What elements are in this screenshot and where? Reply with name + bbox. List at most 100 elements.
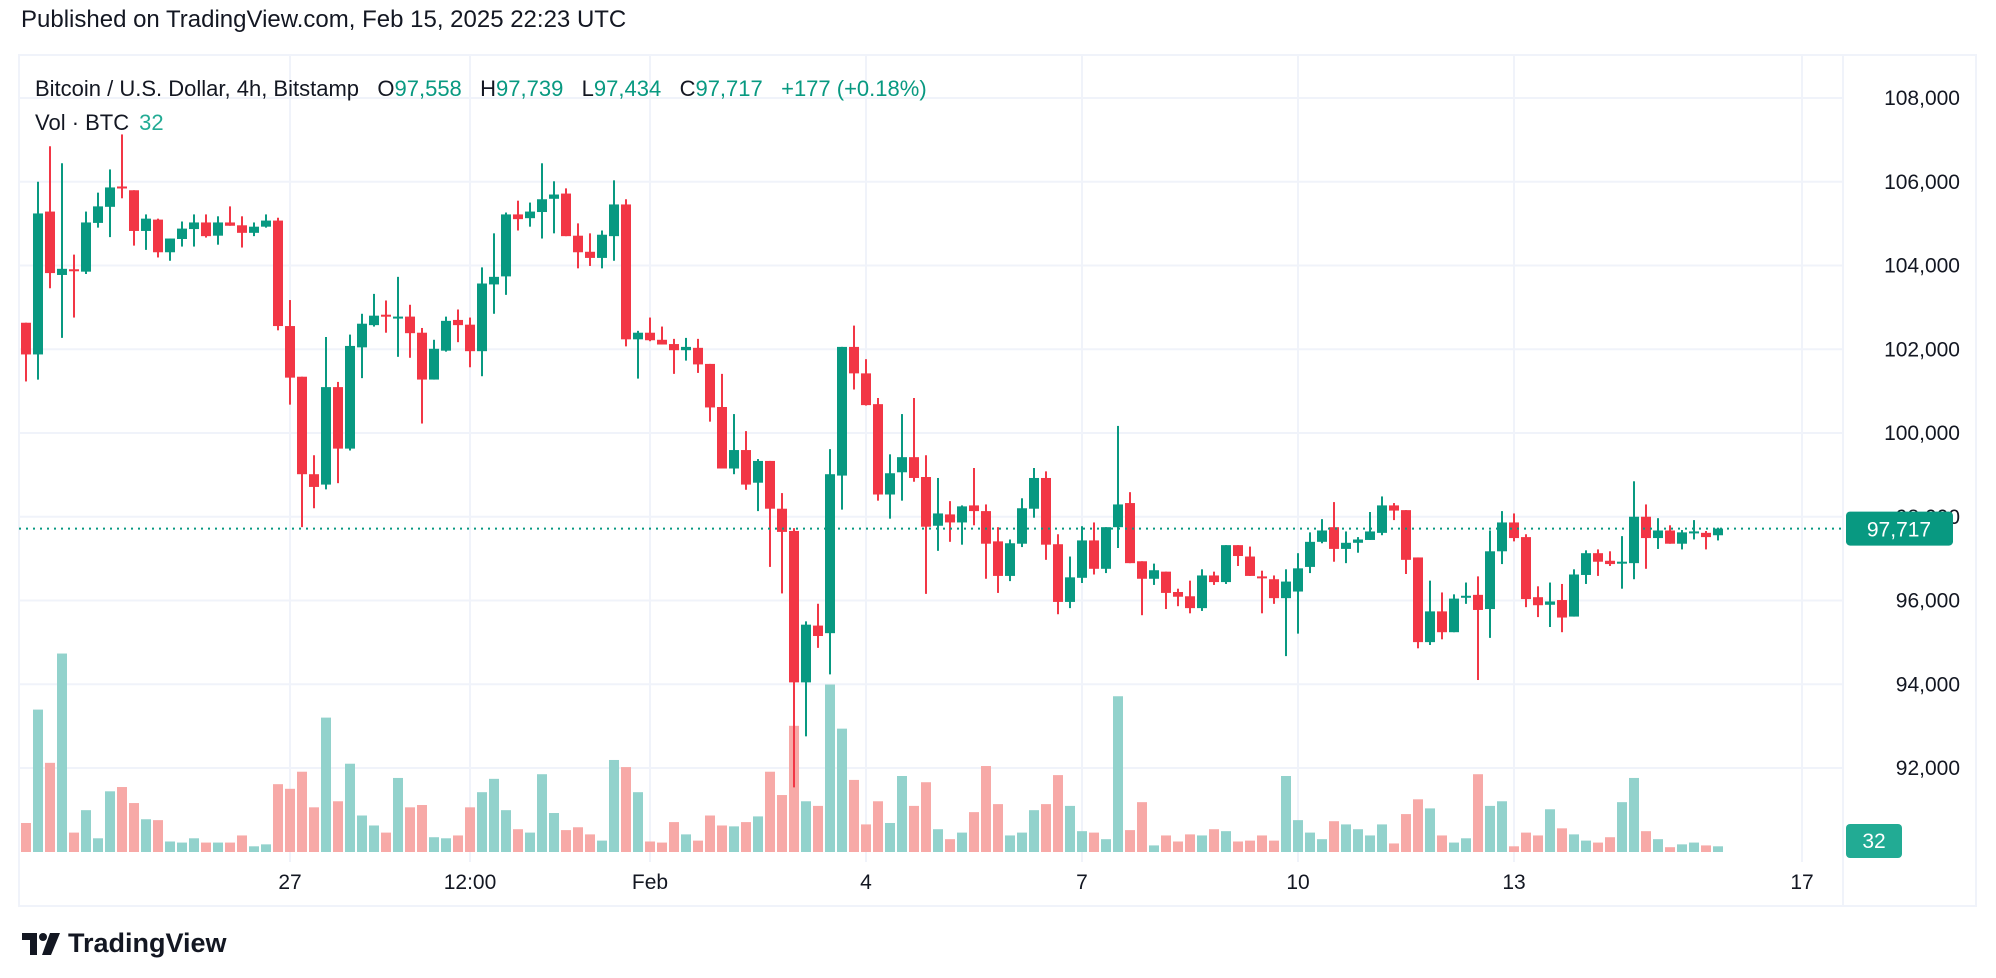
candle xyxy=(537,163,547,239)
low-label: L xyxy=(581,76,594,101)
candle-body xyxy=(885,473,895,495)
candle xyxy=(237,216,247,248)
volume-bar xyxy=(213,842,223,852)
candle xyxy=(33,181,43,380)
volume-bar xyxy=(585,834,595,852)
volume-bar xyxy=(417,805,427,852)
candle-body xyxy=(741,450,751,485)
candle-body xyxy=(1617,561,1627,564)
candle xyxy=(825,449,835,675)
candle-body xyxy=(1353,539,1363,543)
candle-body xyxy=(489,276,499,285)
candle-body xyxy=(585,251,595,258)
tradingview-logo[interactable]: TradingView xyxy=(22,928,227,959)
volume-bar xyxy=(237,835,247,852)
candle xyxy=(153,218,163,258)
candle-body xyxy=(1005,543,1015,576)
volume-bar xyxy=(1341,824,1351,852)
candle xyxy=(465,317,475,368)
volume-bar xyxy=(1533,835,1543,852)
candle-body xyxy=(729,450,739,469)
candle xyxy=(333,381,343,484)
volume-bars xyxy=(21,653,1723,852)
volume-bar xyxy=(1233,841,1243,852)
time-axis: 27 12:00 Feb 4 7 10 13 17 xyxy=(278,871,1813,894)
candle-body xyxy=(837,346,847,476)
volume-bar xyxy=(297,771,307,852)
candle-body xyxy=(237,225,247,233)
candle-body xyxy=(1137,561,1147,579)
volume-bar xyxy=(429,837,439,852)
volume-bar xyxy=(165,841,175,852)
volume-bar xyxy=(33,709,43,852)
candle-body xyxy=(537,199,547,213)
candle xyxy=(609,180,619,261)
candle xyxy=(957,505,967,545)
candle xyxy=(861,359,871,406)
candle-body xyxy=(1593,553,1603,562)
volume-bar xyxy=(909,805,919,852)
candle-body xyxy=(1257,576,1267,579)
candle xyxy=(1089,522,1099,575)
volume-value: 32 xyxy=(139,110,164,135)
candle-body xyxy=(429,348,439,380)
candle-body xyxy=(1329,527,1339,549)
candle xyxy=(777,493,787,594)
candle xyxy=(345,334,355,451)
candle-body xyxy=(225,222,235,226)
volume-bar xyxy=(141,819,151,852)
candle-body xyxy=(285,326,295,378)
volume-bar xyxy=(1605,837,1615,852)
volume-bar xyxy=(1005,835,1015,852)
candle-body xyxy=(1653,530,1663,539)
candle-body xyxy=(501,214,511,277)
volume-bar xyxy=(741,822,751,852)
candle xyxy=(1413,557,1423,649)
volume-bar xyxy=(345,763,355,852)
candle xyxy=(1209,571,1219,585)
candle xyxy=(261,214,271,228)
candle xyxy=(141,214,151,250)
volume-bar xyxy=(897,775,907,852)
candle-body xyxy=(813,625,823,637)
candle-body xyxy=(81,222,91,272)
candle-body xyxy=(45,211,55,274)
candle xyxy=(1173,588,1183,607)
candle xyxy=(621,199,631,347)
candle-body xyxy=(753,460,763,483)
volume-bar xyxy=(573,827,583,852)
volume-bar xyxy=(489,778,499,852)
candle-body xyxy=(597,234,607,258)
candle-body xyxy=(1557,600,1567,618)
candle-body xyxy=(1365,531,1375,540)
candle xyxy=(1305,532,1315,574)
candle-body xyxy=(357,323,367,348)
volume-bar xyxy=(45,762,55,852)
volume-bar xyxy=(885,822,895,852)
candle xyxy=(705,363,715,422)
volume-bar xyxy=(1197,835,1207,852)
chart-frame xyxy=(18,54,1977,907)
volume-bar xyxy=(1137,802,1147,852)
volume-bar xyxy=(1425,808,1435,852)
candle xyxy=(585,233,595,266)
volume-bar xyxy=(405,807,415,852)
volume-bar xyxy=(597,840,607,852)
candle-body xyxy=(1317,530,1327,542)
last-price-label: 97,717 xyxy=(1867,519,1931,542)
volume-bar xyxy=(501,810,511,852)
candle xyxy=(489,233,499,314)
candle-body xyxy=(633,332,643,340)
volume-bar xyxy=(621,767,631,852)
candle-body xyxy=(33,213,43,355)
volume-bar xyxy=(57,653,67,852)
candle xyxy=(1521,534,1531,608)
volume-bar xyxy=(633,792,643,852)
candle xyxy=(849,325,859,390)
candle xyxy=(285,300,295,405)
candle xyxy=(813,603,823,648)
volume-bar xyxy=(189,838,199,852)
candle xyxy=(1245,546,1255,576)
time-tick-label: Feb xyxy=(632,871,668,894)
